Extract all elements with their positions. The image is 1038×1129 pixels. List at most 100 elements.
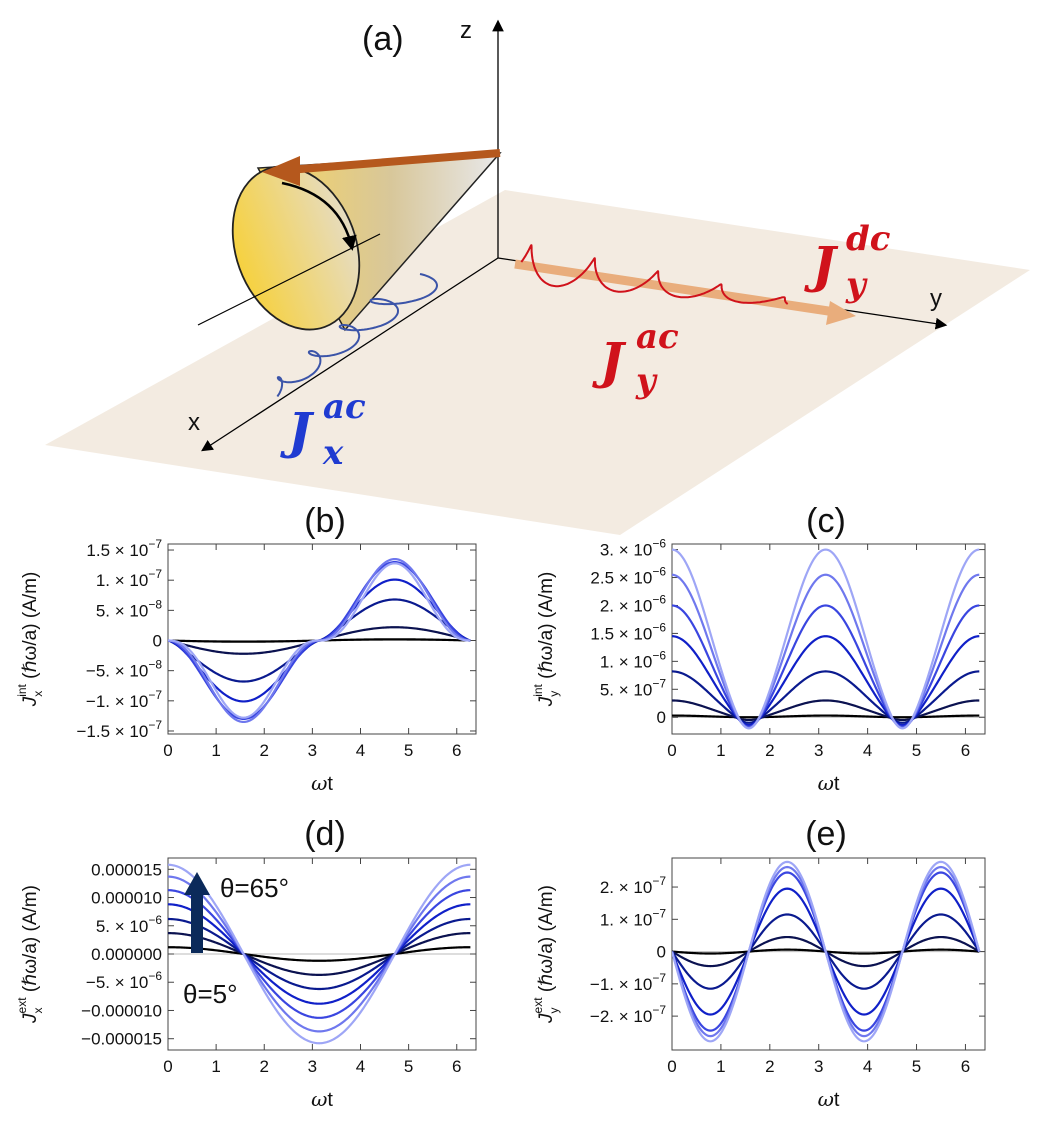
jx-ac-sup: ac [323, 387, 366, 427]
y-tick-label: 0 [153, 632, 162, 651]
jy-dc-sub: y [845, 265, 868, 305]
x-tick-label: 1 [716, 1057, 725, 1076]
series-group [672, 548, 980, 730]
x-tick-label: 2 [260, 1057, 269, 1076]
x-tick-label: 1 [716, 741, 725, 760]
series-line [672, 670, 980, 724]
y-tick-label: −1. × 10−7 [590, 971, 666, 994]
jy-ac-sup: ac [636, 317, 679, 357]
y-tick-label: 5. × 10−6 [96, 913, 162, 936]
series-line [672, 714, 980, 719]
x-tick-label: 3 [308, 741, 317, 760]
chart-title: (d) [304, 815, 346, 853]
y-tick-label: 5. × 10−7 [600, 676, 666, 699]
x-axis-title: ωt [818, 1087, 840, 1111]
series-line [168, 946, 471, 962]
series-line [672, 635, 980, 727]
x-axis-title: ωt [311, 1087, 333, 1111]
y-tick-label: −1.5 × 10−7 [76, 718, 162, 741]
series-line [672, 604, 980, 728]
y-axis-label: y [930, 285, 942, 312]
y-tick-label: 1. × 10−7 [600, 906, 666, 929]
y-tick-label: −5. × 10−6 [86, 969, 162, 992]
theta-high-label: θ=65° [220, 873, 289, 903]
chart-title: (c) [806, 502, 846, 540]
x-tick-label: 5 [404, 1057, 413, 1076]
plot-frame [671, 543, 986, 735]
panel-a-illustration: (a) z y x J dc y J ac y [45, 17, 1030, 535]
cone-base [231, 165, 361, 331]
jy-ac-sub: y [635, 361, 658, 401]
chart-title: (e) [805, 815, 847, 853]
x-tick-label: 4 [356, 1057, 365, 1076]
series-line [168, 889, 471, 1019]
x-tick-label: 6 [452, 1057, 461, 1076]
xy-plane [45, 190, 1030, 535]
series-line [168, 903, 471, 1005]
plot-frame [167, 543, 477, 735]
theta-arrow-head [184, 872, 210, 895]
series-group [168, 557, 471, 724]
x-tick-label: 3 [814, 1057, 823, 1076]
series-line [672, 573, 980, 729]
y-axis-title: Jxext (ℏω/a) (A/m) [15, 885, 45, 1024]
x-tick-label: 2 [765, 741, 774, 760]
y-tick-label: 0.000015 [91, 860, 162, 879]
series-line [672, 860, 981, 1043]
y-tick-label: 2. × 10−6 [600, 592, 666, 615]
series-group [672, 860, 981, 1043]
panel-a-label: (a) [362, 20, 404, 58]
x-tick-label: 0 [163, 1057, 172, 1076]
x-tick-label: 0 [667, 1057, 676, 1076]
y-tick-label: 1. × 10−6 [600, 648, 666, 671]
y-tick-label: 1. × 10−7 [96, 567, 162, 590]
x-tick-label: 1 [211, 1057, 220, 1076]
y-tick-label: 3. × 10−6 [600, 537, 666, 560]
x-tick-label: 6 [961, 1057, 970, 1076]
x-tick-label: 3 [814, 741, 823, 760]
y-tick-label: −5. × 10−8 [86, 658, 162, 681]
x-tick-label: 5 [912, 1057, 921, 1076]
x-axis [201, 257, 499, 452]
series-line [168, 932, 471, 976]
series-line [168, 875, 471, 1033]
theta-annotation: θ=65° θ=5° [183, 872, 289, 1009]
chart-d: (d) 0 1 2 3 4 5 6 0.000015 0.000010 5. × 10−6 0.000… [15, 815, 477, 1111]
chart-e: (e) 0 1 2 3 4 5 6 2. × 10−7 1. × 10−7 0 −1. × 10−7 −… [531, 815, 986, 1111]
magnetization-arrow [287, 149, 501, 174]
x-axis-title: ωt [818, 771, 840, 795]
y-tick-label: 5. × 10−8 [96, 597, 162, 620]
chart-b: (b)0 1 2 3 4 5 61.5 × 10−71. × 10−75. × 10−80−… [15, 502, 477, 795]
x-tick-label: 6 [961, 741, 970, 760]
x-tick-label: 6 [452, 741, 461, 760]
series-line [168, 562, 471, 719]
theta-arrow-shaft [191, 893, 203, 953]
series-group [168, 863, 471, 1045]
y-tick-label: 0 [657, 943, 666, 962]
x-tick-label: 1 [211, 741, 220, 760]
y-tick-label: 2. × 10−7 [600, 874, 666, 897]
x-tick-label: 2 [765, 1057, 774, 1076]
series-line [672, 699, 980, 722]
magnetization-arrow-head [262, 156, 300, 186]
x-tick-label: 3 [308, 1057, 317, 1076]
x-tick-label: 4 [863, 741, 872, 760]
x-tick-label: 5 [404, 741, 413, 760]
x-axis-title: ωt [311, 771, 333, 795]
jdc-arrow [514, 259, 836, 317]
x-tick-label: 0 [163, 741, 172, 760]
jx-ac-wave [276, 273, 439, 398]
y-tick-label: 0.000010 [91, 889, 162, 908]
y-tick-label: 2.5 × 10−6 [590, 565, 666, 588]
x-tick-label: 5 [912, 741, 921, 760]
chart-c: (c) 0 1 2 3 4 5 6 3. × 10−6 2.5 × 10−6 2. × 10−6 1.… [531, 502, 986, 795]
y-tick-label: 0 [657, 708, 666, 727]
theta-low-label: θ=5° [183, 979, 238, 1009]
x-tick-label: 2 [260, 741, 269, 760]
y-tick-label: 1.5 × 10−7 [86, 537, 162, 560]
x-tick-label: 4 [863, 1057, 872, 1076]
y-tick-label: 0.000000 [91, 945, 162, 964]
y-tick-label: −0.000015 [81, 1030, 162, 1049]
jdc-arrow-head [826, 301, 856, 325]
